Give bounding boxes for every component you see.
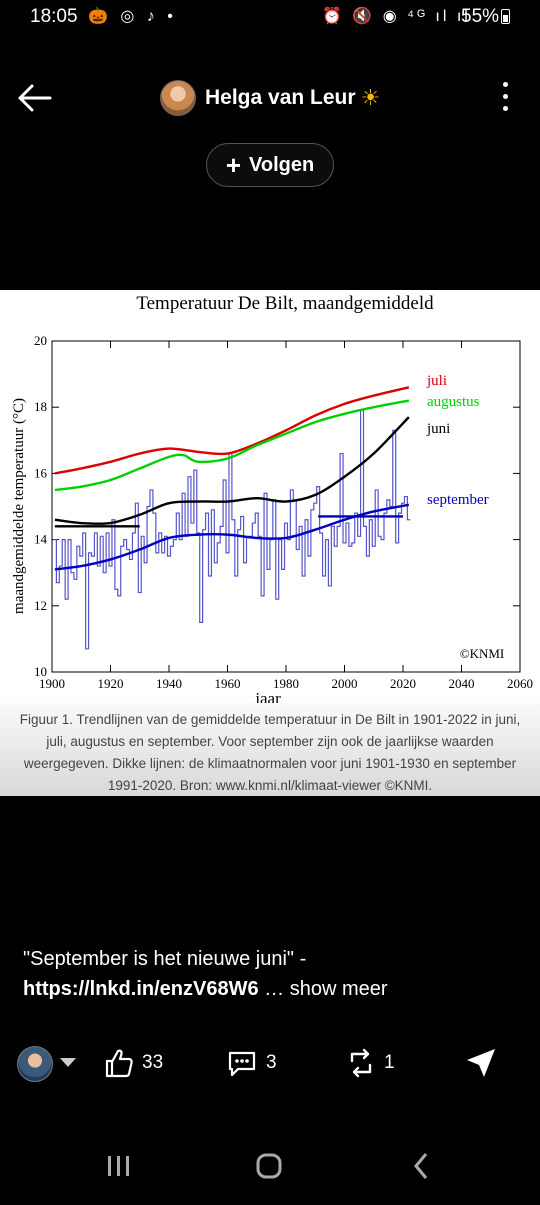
- y-tick-label: 18: [34, 399, 47, 414]
- post-text: "September is het nieuwe juni" - https:/…: [23, 944, 523, 1004]
- figure-caption: Figuur 1. Trendlijnen van de gemiddelde …: [0, 703, 540, 796]
- post-author[interactable]: Helga van Leur ☀: [160, 80, 380, 116]
- author-avatar[interactable]: [160, 80, 196, 116]
- comment-button[interactable]: 3: [226, 1046, 277, 1080]
- more-dot-icon: [503, 106, 508, 111]
- y-tick-label: 14: [34, 532, 48, 547]
- x-tick-label: 1900: [39, 676, 65, 691]
- system-nav-bar: [0, 1140, 540, 1200]
- september-annual-step-line: [53, 409, 411, 650]
- chevron-down-icon[interactable]: [60, 1058, 76, 1067]
- thumbs-up-icon: [105, 1049, 133, 1078]
- status-bar: 18:05 🎃 ◎ ♪ • ⏰ 🔇 ◉ ⁴ᴳ ıl ıl 55%: [0, 0, 540, 34]
- plus-icon: +: [225, 150, 241, 180]
- comment-count: 3: [266, 1052, 277, 1073]
- y-tick-label: 20: [34, 333, 47, 348]
- like-count: 33: [142, 1052, 164, 1073]
- battery-percentage: 55%: [461, 6, 500, 27]
- battery-icon: [501, 9, 510, 24]
- system-icons: ⏰ 🔇 ◉ ⁴ᴳ ıl ıl: [322, 8, 471, 25]
- series-labels: juli augustus juni september: [426, 373, 489, 508]
- post-image[interactable]: Temperatuur De Bilt, maandgemiddeld 1900…: [0, 290, 540, 796]
- x-tick-label: 2060: [507, 676, 533, 691]
- notification-icons: 🎃 ◎ ♪ •: [88, 8, 177, 25]
- x-tick-label: 2000: [332, 676, 358, 691]
- author-name[interactable]: Helga van Leur: [205, 86, 356, 109]
- repost-count: 1: [384, 1052, 395, 1073]
- trend-line-juni: [54, 416, 410, 526]
- repost-button[interactable]: 1: [346, 1046, 395, 1080]
- follow-label: Volgen: [249, 153, 315, 176]
- follow-button[interactable]: + Volgen: [206, 143, 334, 187]
- back-button[interactable]: [14, 78, 54, 118]
- y-tick-label: 16: [34, 465, 48, 480]
- trend-line-augustus: [54, 399, 410, 492]
- post-text-line: "September is het nieuwe juni" -: [23, 948, 307, 970]
- more-options-button[interactable]: [496, 80, 516, 114]
- send-icon: [467, 1049, 495, 1077]
- ellipsis: …: [258, 978, 290, 1000]
- post-link[interactable]: https://lnkd.in/enzV68W6: [23, 978, 259, 1000]
- send-button[interactable]: [464, 1046, 498, 1080]
- temperature-chart: Temperatuur De Bilt, maandgemiddeld 1900…: [11, 293, 533, 704]
- sun-emoji-icon: ☀: [360, 85, 381, 110]
- y-axis-label: maandgemiddelde temperatuur (°C): [11, 398, 27, 614]
- x-tick-label: 1960: [215, 676, 241, 691]
- home-icon[interactable]: [256, 1153, 282, 1179]
- trend-lines: [54, 386, 410, 571]
- repost-icon: [350, 1048, 372, 1078]
- series-label-augustus: augustus: [427, 394, 480, 410]
- trend-line-juli: [54, 386, 410, 475]
- action-bar: 33 3 1: [0, 1040, 540, 1086]
- series-label-juni: juni: [426, 421, 450, 437]
- trend-line-september: [54, 503, 410, 571]
- back-arrow-icon: [18, 84, 52, 112]
- more-dot-icon: [503, 82, 508, 87]
- x-tick-label: 2020: [390, 676, 416, 691]
- series-label-september: september: [427, 492, 489, 508]
- x-tick-label: 1980: [273, 676, 299, 691]
- x-tick-label: 1940: [156, 676, 182, 691]
- y-tick-label: 10: [34, 664, 47, 679]
- chart-title: Temperatuur De Bilt, maandgemiddeld: [136, 293, 434, 314]
- series-label-juli: juli: [426, 373, 447, 389]
- axis-ticks: 1900 1920 1940 1960 1980 2000 2020 2040 2060 10 12…: [34, 333, 533, 691]
- back-nav-icon[interactable]: [414, 1153, 428, 1179]
- recent-apps-icon[interactable]: [108, 1156, 129, 1176]
- comment-icon: [228, 1051, 256, 1077]
- knmi-copyright: ©KNMI: [460, 646, 505, 661]
- september-annual-values: [53, 409, 411, 650]
- more-dot-icon: [503, 94, 508, 99]
- x-tick-label: 1920: [98, 676, 124, 691]
- x-axis-label: jaar: [254, 689, 281, 704]
- x-tick-label: 2040: [449, 676, 475, 691]
- y-tick-label: 12: [34, 598, 47, 613]
- identity-avatar[interactable]: [17, 1046, 53, 1082]
- status-time: 18:05: [30, 6, 78, 27]
- show-more-button[interactable]: show meer: [289, 978, 388, 1000]
- like-button[interactable]: 33: [104, 1046, 163, 1080]
